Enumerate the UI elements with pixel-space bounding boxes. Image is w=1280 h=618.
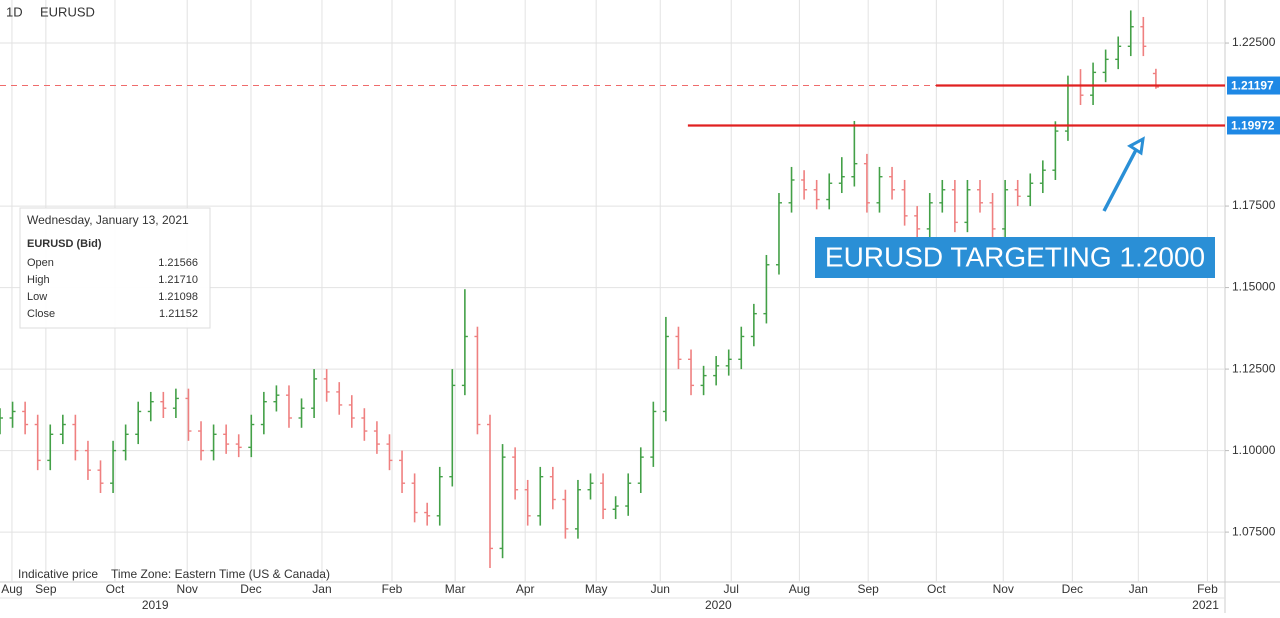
tooltip-value: 1.21098 [158, 291, 198, 303]
symbol-label: EURUSD [40, 4, 95, 19]
x-tick-label: Feb [1197, 582, 1218, 596]
annotation-text: EURUSD TARGETING 1.2000 [825, 241, 1205, 272]
x-tick-label: Dec [240, 582, 261, 596]
x-tick-label: May [585, 582, 608, 596]
x-tick-label: Jan [312, 582, 331, 596]
x-tick-label: Feb [382, 582, 403, 596]
x-tick-label: Nov [177, 582, 198, 596]
level-label: 1.21197 [1231, 79, 1274, 93]
tooltip-key: Close [27, 308, 55, 320]
level-label-box [1227, 76, 1280, 95]
annotation-arrow [1102, 147, 1139, 212]
x-tick-label: Jun [651, 582, 670, 596]
tooltip-date: Wednesday, January 13, 2021 [27, 213, 189, 227]
y-tick-label: 1.10000 [1232, 443, 1276, 457]
level-label: 1.19972 [1231, 119, 1275, 133]
tooltip-box [19, 207, 211, 329]
x-tick-label: Jan [1129, 582, 1148, 596]
annotation-arrowhead [1127, 136, 1145, 156]
x-tick-label: Apr [516, 582, 535, 596]
y-tick-label: 1.22500 [1232, 35, 1276, 49]
y-tick-label: 1.12500 [1232, 361, 1276, 375]
x-tick-label: Mar [445, 582, 466, 596]
x-tick-label: Nov [993, 582, 1014, 596]
x-tick-label: Oct [106, 582, 125, 596]
bars [0, 10, 1159, 568]
x-tick-label: Aug [1, 582, 22, 596]
tooltip-value: 1.21710 [158, 274, 198, 286]
overlay: 1.21197 1.19972 1D EURUSD Wednesday, January… [0, 4, 1280, 581]
footer-note: Time Zone: Eastern Time (US & Canada) [111, 567, 330, 581]
annotation-box [815, 237, 1215, 278]
y-tick-label: 1.17500 [1232, 198, 1276, 212]
x-tick-label: Dec [1062, 582, 1083, 596]
tooltip-value: 1.21566 [158, 257, 198, 269]
x-tick-label: Sep [857, 582, 879, 596]
year-label: 2019 [142, 598, 169, 612]
y-tick-label: 1.15000 [1232, 280, 1276, 294]
tooltip-key: Low [27, 291, 47, 303]
tooltip-key: High [27, 274, 50, 286]
tooltip-value: 1.21152 [159, 308, 198, 320]
tooltip-key: Open [27, 257, 54, 269]
interval-label: 1D [6, 4, 23, 19]
x-tick-label: Aug [789, 582, 810, 596]
x-tick-label: Jul [724, 582, 739, 596]
year-label: 2020 [705, 598, 732, 612]
year-label: 2021 [1192, 598, 1219, 612]
footer-note: Indicative price [18, 567, 98, 581]
level-label-box [1227, 116, 1280, 135]
tooltip-symbol: EURUSD (Bid) [27, 238, 102, 250]
y-tick-label: 1.07500 [1232, 524, 1276, 538]
x-tick-label: Sep [35, 582, 57, 596]
x-tick-label: Oct [927, 582, 946, 596]
